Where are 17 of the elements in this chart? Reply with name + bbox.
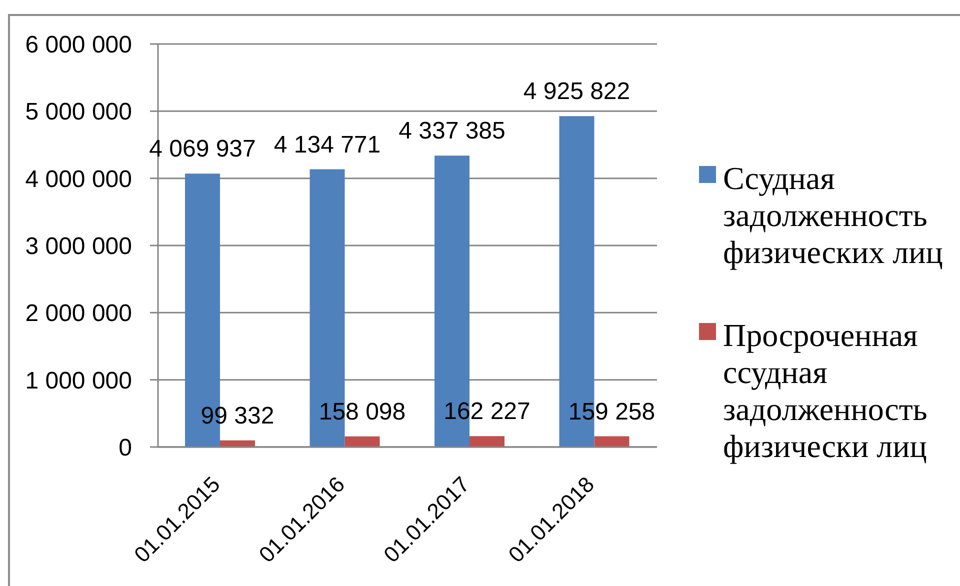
legend-label: Ссудная задолженность физических лиц: [723, 160, 944, 271]
y-tick-label: 2 000 000: [25, 300, 132, 328]
data-label: 4 134 771: [274, 131, 381, 158]
bar: [470, 436, 504, 447]
bar: [344, 436, 380, 447]
data-label: 4 925 822: [523, 78, 630, 106]
data-label: 4 337 385: [398, 118, 506, 145]
bar: [220, 440, 255, 447]
bar: [594, 436, 630, 447]
y-tick-label: 4 000 000: [25, 166, 132, 193]
legend-label: Просроченная ссудная задолженность физически лиц: [723, 317, 928, 465]
y-tick-label: 0: [118, 434, 132, 462]
y-tick-label: 3 000 000: [25, 233, 132, 260]
data-label: 4 069 937: [149, 136, 256, 163]
y-tick-label: 5 000 000: [25, 98, 132, 126]
y-tick-label: 1 000 000: [25, 367, 132, 394]
y-tick-label: 6 000 000: [25, 32, 132, 59]
